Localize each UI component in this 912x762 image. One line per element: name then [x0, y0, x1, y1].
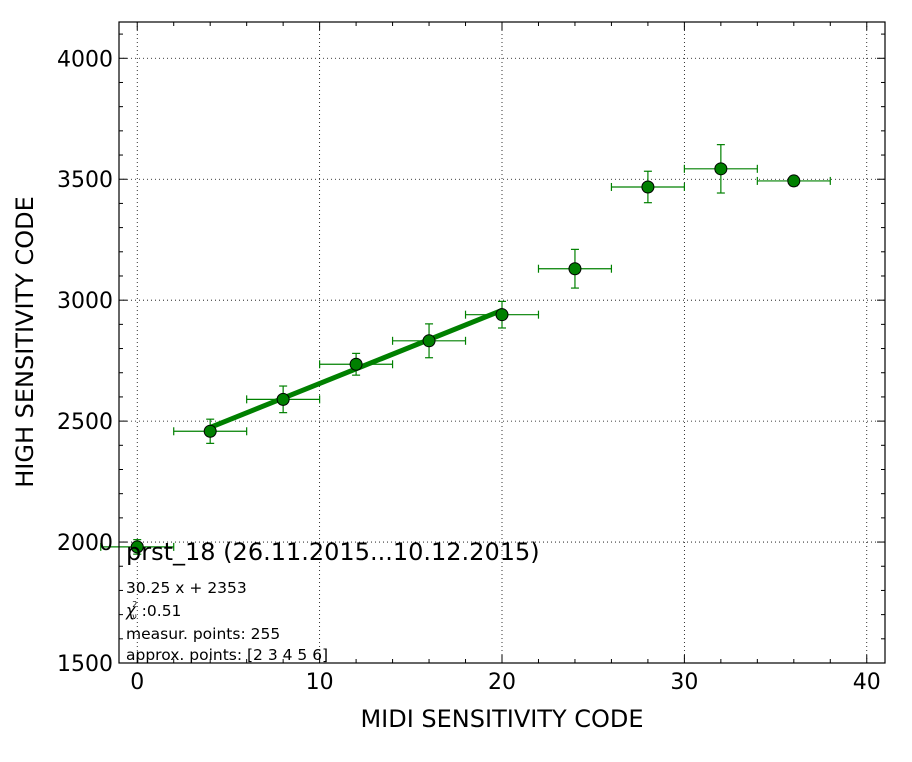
y-tick-label: 3000 — [57, 289, 113, 314]
data-marker — [641, 180, 655, 194]
chi-value: :0.51 — [137, 602, 182, 620]
y-axis-label: HIGH SENSITIVITY CODE — [11, 196, 39, 488]
data-point — [610, 170, 685, 204]
data-point — [464, 300, 540, 329]
chi-superscript: 2 — [132, 600, 137, 609]
grid-lines — [119, 22, 885, 664]
measur-points-label: measur. points: 255 — [126, 625, 280, 643]
data-point — [100, 539, 175, 555]
data-marker — [130, 540, 144, 554]
x-tick-label: 20 — [488, 670, 516, 695]
x-axis-label: MIDI SENSITIVITY CODE — [360, 705, 643, 733]
axis-ticks — [119, 22, 885, 664]
x-tick-label: 0 — [130, 670, 144, 695]
tick-labels: 0 10 20 30 40 1500 2000 2500 3000 3500 4000 — [57, 47, 881, 695]
plot-frame — [118, 21, 886, 664]
data-marker — [349, 357, 363, 371]
y-tick-label: 1500 — [57, 652, 113, 677]
data-marker — [276, 392, 290, 406]
y-tick-label: 3500 — [57, 168, 113, 193]
chi-subscript: ν — [132, 612, 137, 621]
x-tick-label: 10 — [306, 670, 334, 695]
data-marker — [568, 262, 582, 276]
data-marker — [787, 174, 801, 188]
data-point — [173, 418, 248, 444]
data-marker — [203, 424, 217, 438]
approx-points-label: approx. points: [2 3 4 5 6] — [126, 646, 328, 664]
data-marker — [714, 162, 728, 176]
y-tick-label: 4000 — [57, 47, 113, 72]
data-points — [100, 144, 831, 555]
data-point — [246, 385, 321, 414]
data-point — [756, 174, 831, 188]
x-tick-label: 40 — [853, 670, 881, 695]
y-tick-label: 2000 — [57, 531, 113, 556]
chi-symbol: χ — [125, 602, 136, 620]
data-point — [683, 144, 758, 194]
data-marker — [495, 308, 509, 322]
data-marker — [422, 334, 436, 348]
x-tick-label: 30 — [670, 670, 698, 695]
fit-equation: 30.25 x + 2353 — [126, 579, 247, 597]
chi-square-label: χ2 ν :0.51 — [125, 600, 181, 621]
data-point — [391, 323, 467, 359]
chart-title: prst_18 (26.11.2015...10.12.2015) — [126, 538, 540, 566]
y-tick-label: 2500 — [57, 410, 113, 435]
data-point — [319, 352, 394, 376]
data-point — [537, 248, 613, 289]
